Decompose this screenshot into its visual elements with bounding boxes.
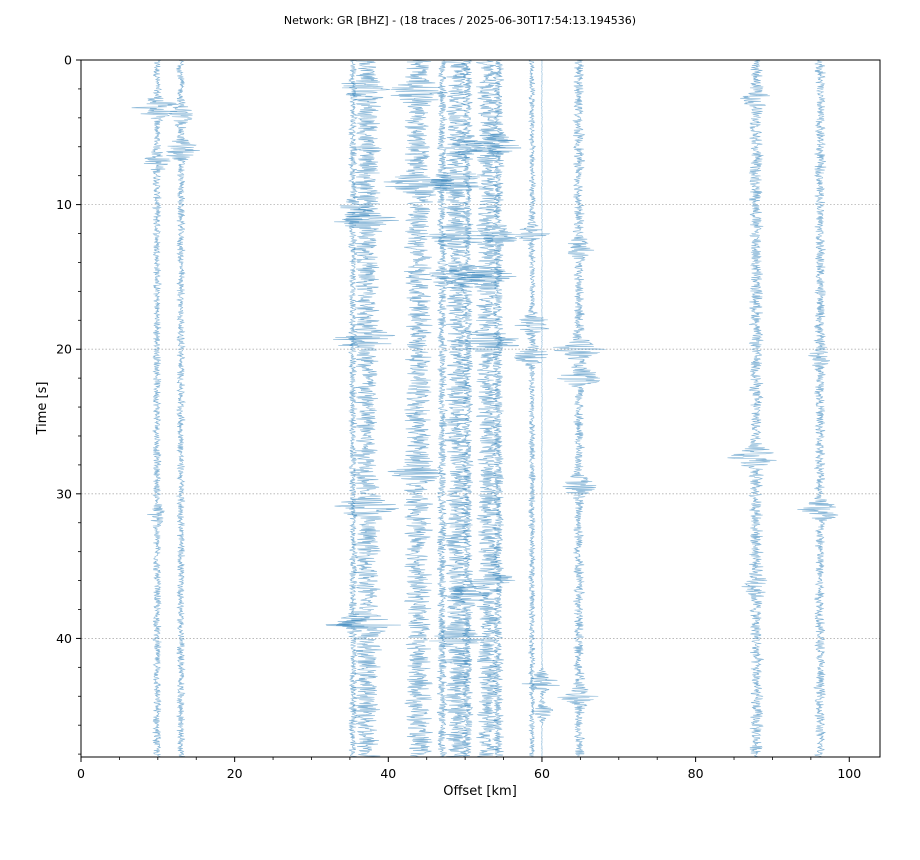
seismic-trace — [325, 59, 401, 758]
y-tick-label: 0 — [64, 53, 72, 68]
x-tick-label: 0 — [77, 766, 85, 781]
trace-layer — [131, 59, 839, 758]
x-tick-label: 20 — [227, 766, 243, 781]
seismic-trace — [483, 59, 518, 758]
plot-frame — [80, 59, 881, 758]
seismic-trace — [438, 59, 492, 758]
x-tick-label: 100 — [837, 766, 861, 781]
x-tick-label: 40 — [380, 766, 396, 781]
seismic-trace — [457, 59, 522, 758]
x-tick-label: 60 — [534, 766, 550, 781]
seismic-trace — [727, 59, 777, 758]
seismic-trace — [336, 59, 375, 758]
seismic-trace — [166, 59, 200, 758]
chart-title: Network: GR [BHZ] - (18 traces / 2025-06… — [284, 14, 636, 27]
seismic-trace — [420, 59, 493, 758]
y-tick-label: 10 — [56, 197, 72, 212]
axis-layer: 0 20 40 60 80 100 0 10 20 30 40 — [56, 53, 861, 782]
x-tick-label: 80 — [688, 766, 704, 781]
seismic-trace — [514, 59, 551, 758]
y-axis-label: Time [s] — [35, 382, 50, 436]
y-tick-label: 20 — [56, 342, 72, 357]
seismic-trace — [797, 59, 839, 758]
y-tick-label: 30 — [56, 486, 72, 501]
seismic-trace — [383, 59, 452, 758]
y-tick-label: 40 — [56, 631, 72, 646]
x-axis-label: Offset [km] — [443, 784, 517, 799]
seismic-trace — [553, 59, 606, 758]
seismic-trace — [131, 59, 179, 758]
seismic-trace — [521, 59, 560, 758]
